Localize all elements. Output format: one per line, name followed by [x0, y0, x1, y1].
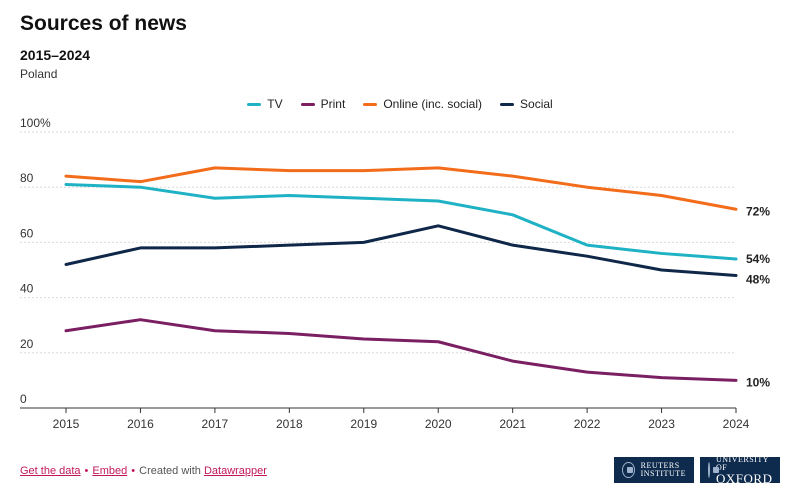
legend-label-online: Online (inc. social) [383, 97, 483, 111]
embed-link[interactable]: Embed [92, 465, 128, 477]
x-tick-label: 2024 [723, 417, 750, 431]
oxford-logo-line1: UNIVERSITY OF [716, 454, 769, 472]
reuters-institute-logo[interactable]: REUTERS INSTITUTE [614, 457, 694, 483]
x-tick-label: 2019 [350, 417, 377, 431]
footer-separator: • [84, 465, 89, 477]
legend-label-print: Print [320, 97, 346, 111]
y-tick-label: 100% [20, 116, 51, 130]
legend-label-tv: TV [267, 97, 283, 111]
created-with-text: Created with [139, 465, 201, 477]
legend-swatch-print [300, 102, 315, 106]
reuters-logo-line1: REUTERS [640, 461, 680, 470]
y-tick-label: 20 [20, 337, 34, 351]
oxford-logo-line2: OXFORD [716, 470, 773, 486]
y-tick-label: 40 [20, 282, 34, 296]
y-tick-label: 80 [20, 171, 34, 185]
reuters-logo-line2: INSTITUTE [640, 469, 686, 478]
legend-label-social: Social [520, 97, 553, 111]
end-label-print: 10% [746, 375, 770, 389]
legend-item-online: Online (inc. social) [363, 97, 482, 111]
series-line-print [64, 318, 738, 382]
end-label-online: 72% [746, 204, 770, 218]
y-tick-label: 60 [20, 226, 34, 240]
y-tick-label: 0 [20, 392, 27, 406]
oxford-logo[interactable]: UNIVERSITY OF OXFORD [700, 454, 780, 486]
chart-region: Poland [20, 67, 58, 81]
x-tick-label: 2016 [127, 417, 154, 431]
get-data-link[interactable]: Get the data [20, 465, 81, 477]
footer: Get the data • Embed • Created with Datawrap… [20, 465, 267, 477]
x-tick-label: 2018 [276, 417, 303, 431]
series-line-social [64, 224, 738, 278]
end-label-social: 48% [746, 273, 770, 287]
legend-swatch-online [363, 102, 378, 106]
oxford-crest-icon [708, 462, 719, 478]
chart-subtitle: 2015–2024 [20, 47, 91, 63]
datawrapper-link[interactable]: Datawrapper [203, 465, 267, 477]
legend-item-social: Social [500, 97, 553, 111]
x-tick-label: 2021 [499, 417, 526, 431]
footer-separator: • [131, 465, 136, 477]
legend-item-tv: TV [247, 97, 283, 111]
series-line-online [64, 166, 738, 211]
x-tick-label: 2017 [202, 417, 229, 431]
legend-swatch-tv [247, 102, 262, 106]
end-label-tv: 54% [746, 252, 770, 266]
reuters-emblem-icon [622, 462, 635, 478]
legend-swatch-social [500, 102, 515, 106]
legend: TV Print Online (inc. social) Social [0, 97, 800, 111]
x-tick-label: 2020 [425, 417, 452, 431]
line-chart: 0 20 40 60 80 100% 2015 2016 2017 2018 2019 2020 202… [20, 116, 770, 431]
series-line-tv [64, 182, 738, 261]
x-tick-label: 2015 [53, 417, 80, 431]
x-tick-label: 2022 [574, 417, 601, 431]
chart-title: Sources of news [20, 12, 187, 35]
legend-item-print: Print [300, 97, 346, 111]
x-tick-label: 2023 [648, 417, 675, 431]
